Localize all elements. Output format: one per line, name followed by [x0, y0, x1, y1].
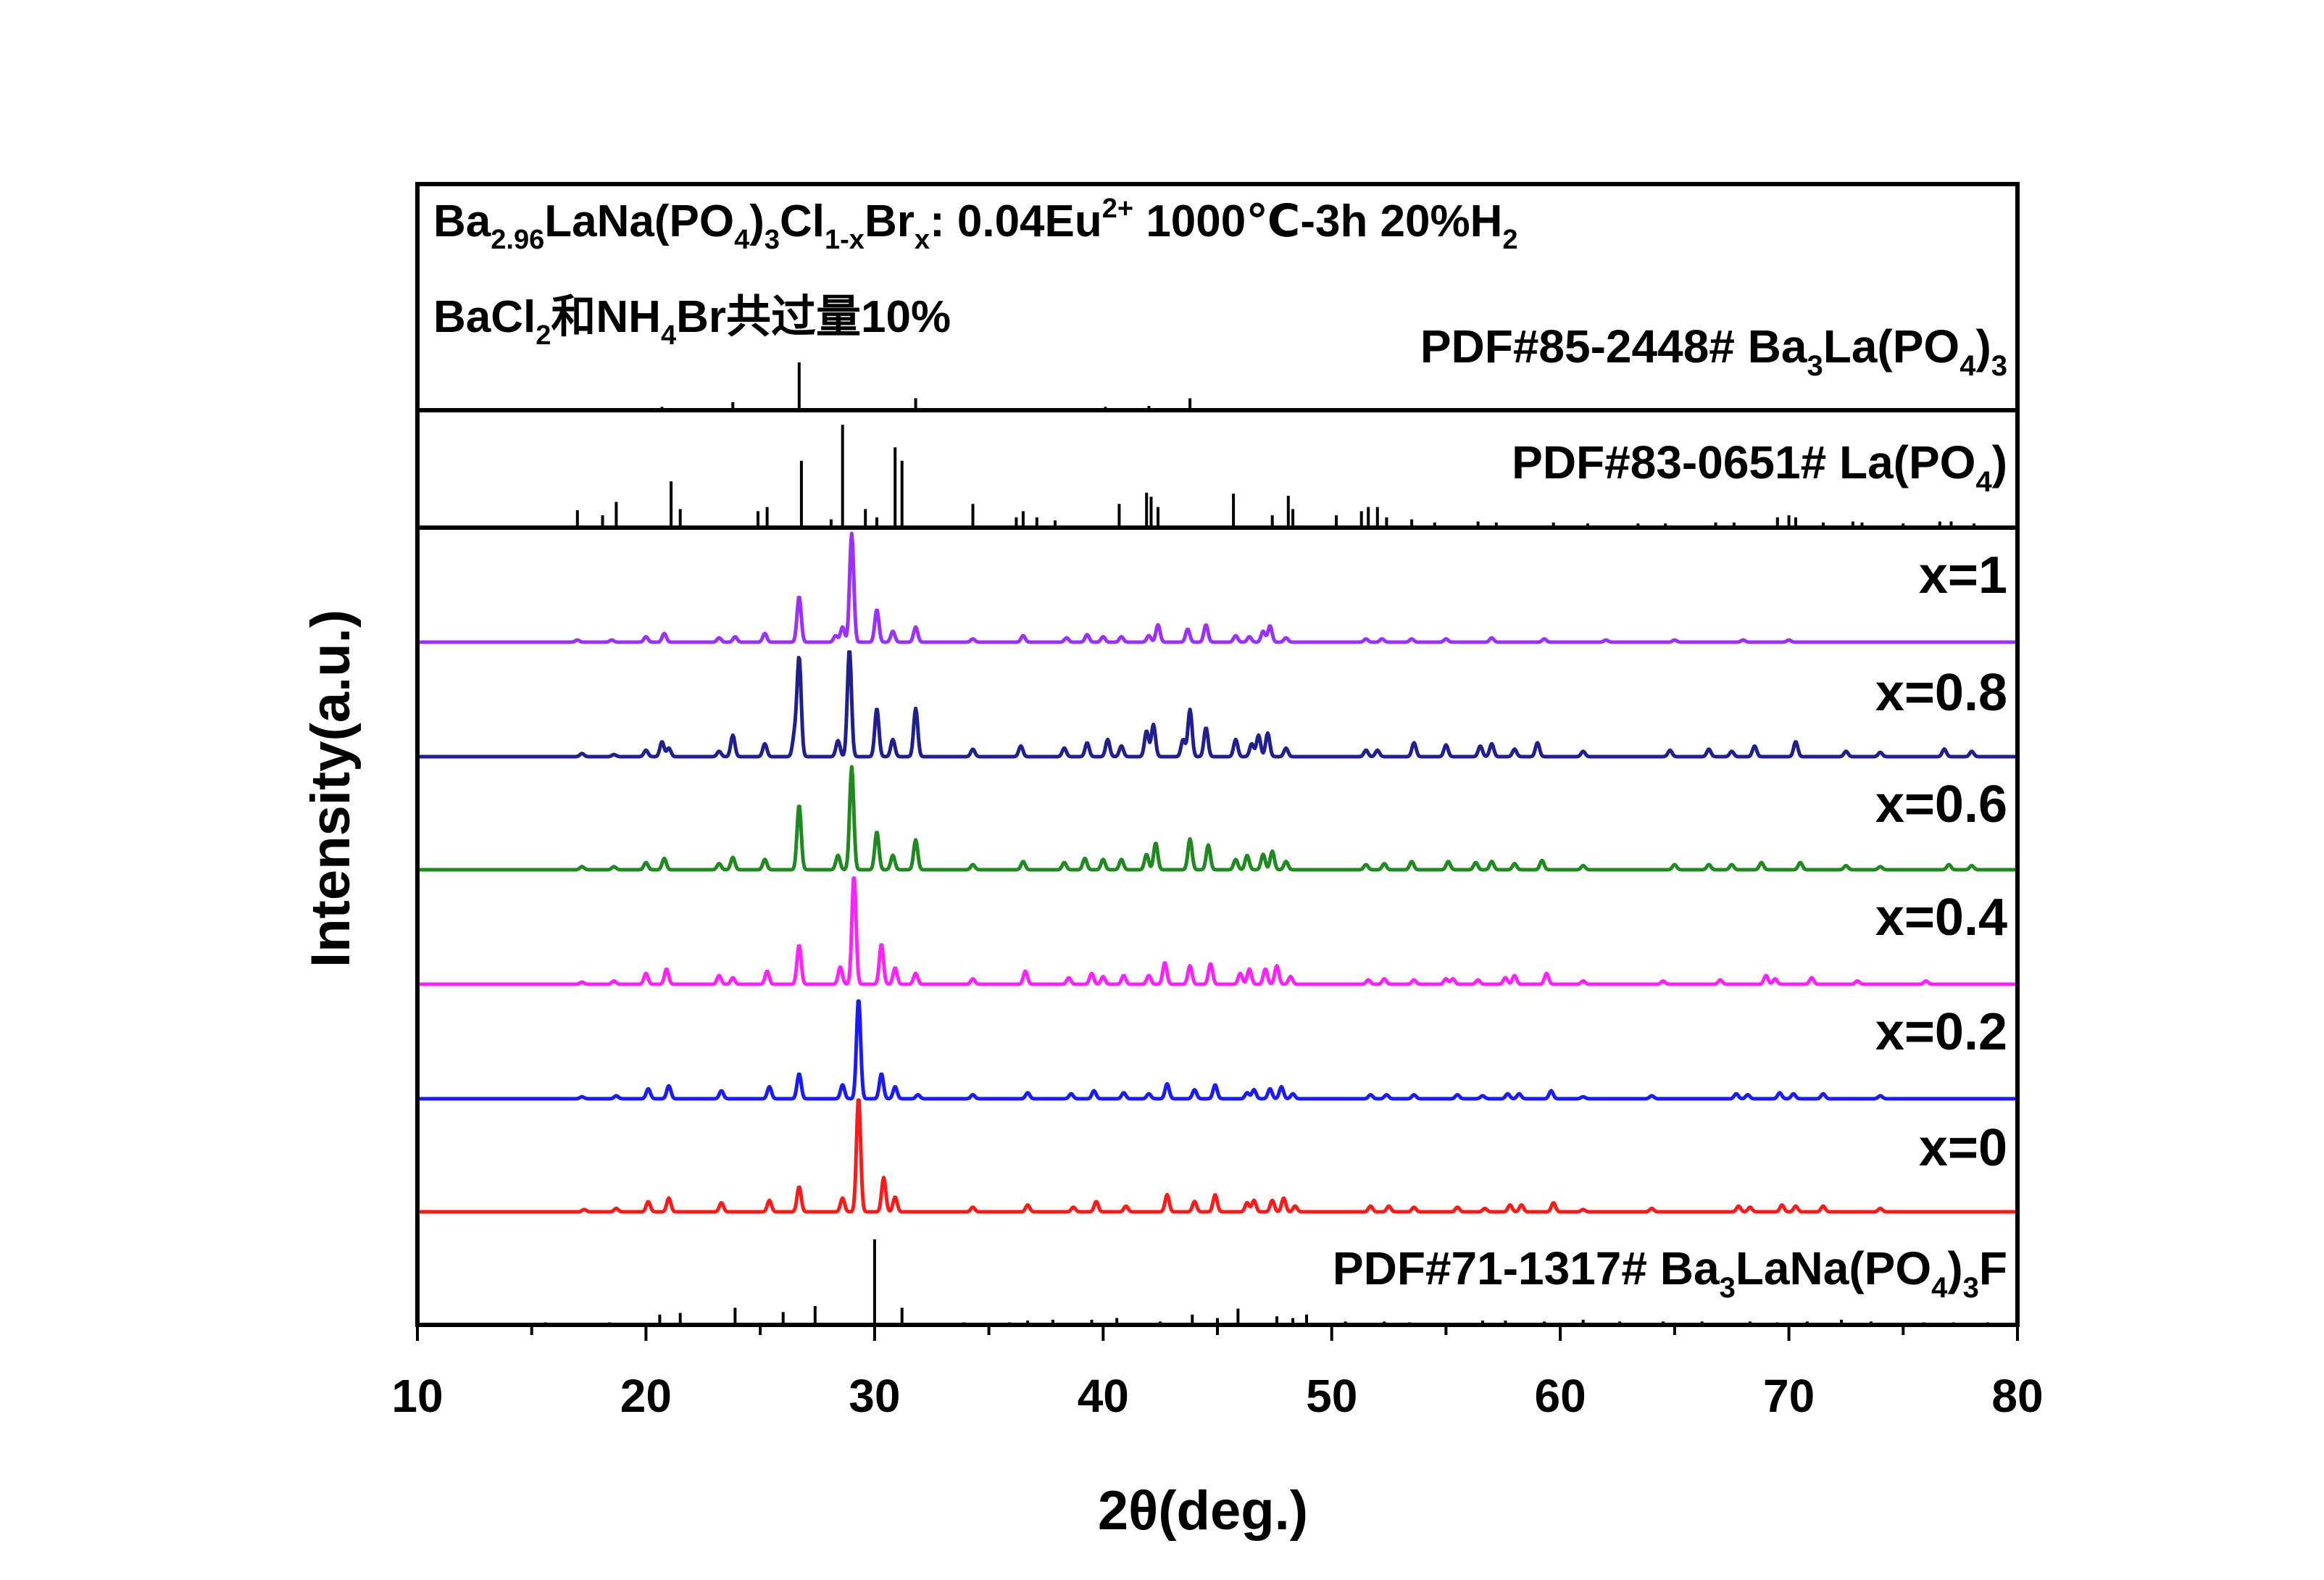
- text-part: PDF#85-2448# Ba: [1420, 320, 1807, 373]
- reference-pattern-83-0651: [575, 425, 1976, 528]
- text-part: 2: [536, 320, 551, 351]
- text-part: 2: [1502, 225, 1517, 255]
- text-part: ): [1992, 436, 2007, 488]
- text-part: 4: [1959, 350, 1976, 382]
- x-tick-label: 20: [620, 1370, 672, 1422]
- text-part: Cl: [780, 196, 825, 246]
- x-tick-label: 60: [1535, 1370, 1586, 1422]
- text-part: 3: [1991, 350, 2007, 382]
- x-tick-label: 40: [1078, 1370, 1129, 1422]
- chart-title-line1: Ba2.96LaNa(PO4)3Cl1-xBrx: 0.04Eu2+ 1000℃…: [433, 194, 1518, 255]
- series-label: x=0.6: [1875, 776, 2007, 833]
- reference-label: PDF#85-2448# Ba3La(PO4)3: [1420, 320, 2007, 382]
- x-axis-ticks: [416, 1325, 2019, 1341]
- text-part: ): [1975, 320, 1991, 373]
- series-label: x=0.4: [1875, 889, 2007, 947]
- text-part: 1000℃-3h 20%H: [1133, 196, 1502, 246]
- xrd-trace: [416, 531, 2019, 644]
- text-part: BaCl: [433, 292, 536, 342]
- x-axis-label: 2θ(deg.): [1098, 1480, 1308, 1542]
- text-part: 3: [765, 225, 780, 255]
- text-part: Br共过量10%: [676, 292, 951, 342]
- chart-title-line2: BaCl2和NH4Br共过量10%: [433, 292, 951, 351]
- text-part: F: [1979, 1242, 2007, 1294]
- text-part: 2.96: [491, 225, 544, 255]
- text-part: PDF#83-0651# La(PO: [1512, 436, 1975, 488]
- x-tick-label: 50: [1306, 1370, 1357, 1422]
- x-tick-label: 30: [849, 1370, 900, 1422]
- text-part: 1-x: [825, 225, 865, 255]
- xrd-trace: [416, 876, 2019, 986]
- text-part: 4: [1975, 466, 1992, 498]
- text-part: ): [1947, 1242, 1962, 1294]
- text-part: PDF#71-1317# Ba: [1333, 1242, 1720, 1294]
- reference-label: PDF#71-1317# Ba3LaNa(PO4)3F: [1333, 1242, 2007, 1304]
- text-part: 2+: [1102, 194, 1133, 224]
- text-part: 3: [1720, 1272, 1736, 1304]
- series-label: x=0: [1919, 1119, 2007, 1177]
- xrd-trace: [416, 765, 2019, 872]
- text-part: 和NH: [551, 292, 661, 342]
- reference-label: PDF#83-0651# La(PO4): [1512, 436, 2007, 498]
- series-label: x=0.2: [1875, 1003, 2007, 1061]
- series-label: x=0.8: [1875, 664, 2007, 722]
- text-part: x: [915, 225, 930, 255]
- text-part: La(PO: [1823, 320, 1959, 373]
- x-tick-label: 70: [1763, 1370, 1815, 1422]
- xrd-trace: [416, 1098, 2019, 1214]
- xrd-traces: [416, 531, 2019, 1214]
- series-labels: x=1 x=0.8 x=0.6 x=0.4 x=0.2 x=0: [1875, 546, 2007, 1177]
- series-label: x=1: [1919, 546, 2007, 604]
- text-part: Ba: [433, 196, 491, 246]
- text-part: Br: [865, 196, 915, 246]
- text-part: 4: [661, 320, 676, 351]
- x-tick-label: 80: [1991, 1370, 2043, 1422]
- x-tick-label: 10: [391, 1370, 443, 1422]
- y-axis-label: Intensity(a.u.): [300, 610, 362, 968]
- text-part: LaNa(PO: [544, 196, 734, 246]
- xrd-trace: [416, 999, 2019, 1101]
- xrd-trace: [416, 650, 2019, 759]
- x-axis-tick-labels: 10 20 30 40 50 60 70 80: [391, 1370, 2043, 1422]
- reference-pattern-85-2448: [660, 362, 1967, 410]
- text-part: 4: [1931, 1272, 1948, 1304]
- text-part: 3: [1807, 350, 1823, 382]
- text-part: 3: [1963, 1272, 1979, 1304]
- text-part: ): [749, 196, 765, 246]
- text-part: 4: [734, 225, 749, 255]
- text-part: : 0.04Eu: [930, 196, 1102, 246]
- text-part: LaNa(PO: [1736, 1242, 1931, 1294]
